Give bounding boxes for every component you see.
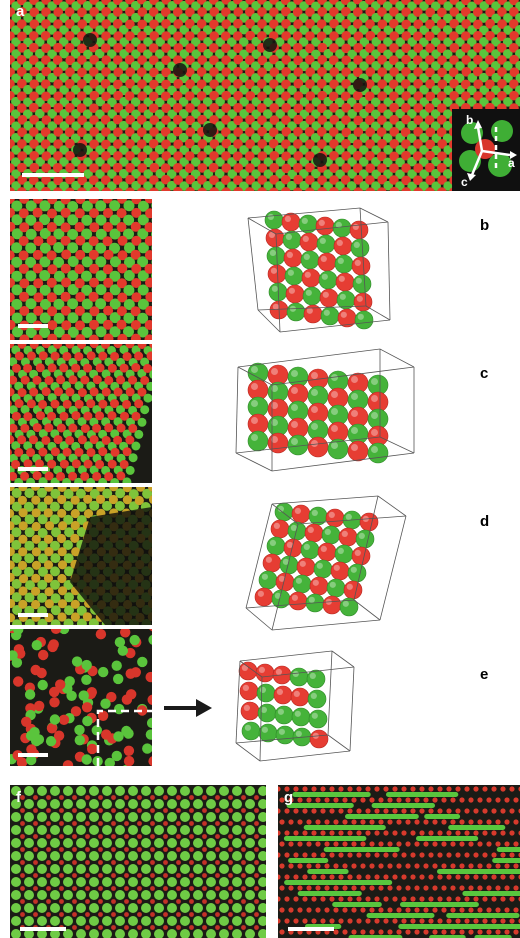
axis-label-b: b: [466, 113, 474, 127]
panel-label-c: c: [480, 365, 489, 382]
scale-bar-g: [288, 927, 334, 931]
panel-label-a: a: [16, 3, 25, 20]
panel-label-d: d: [480, 513, 490, 530]
panel-g: g: [278, 785, 520, 938]
unit-cell-icon: [459, 120, 517, 181]
panel-b-micrograph: [10, 199, 152, 340]
scale-bar-a: [22, 173, 84, 177]
panel-f: f: [10, 785, 266, 938]
model-b: [247, 207, 391, 333]
micrograph-d: [10, 487, 152, 625]
micrograph-c: [10, 344, 152, 483]
model-e: [235, 650, 355, 762]
panel-c-micrograph: [10, 344, 152, 483]
scale-bar-b: [18, 324, 48, 328]
axis-label-a: a: [508, 156, 515, 170]
scale-bar-f: [20, 927, 66, 931]
panel-d-micrograph: [10, 487, 152, 625]
micrograph-g: [278, 786, 520, 938]
panel-label-g: g: [284, 789, 294, 806]
micrograph-a: [10, 0, 520, 191]
micrograph-b: [10, 199, 152, 340]
arrow-right-icon: [164, 699, 212, 717]
micrograph-f: [11, 786, 266, 938]
scale-bar-c: [18, 467, 48, 471]
selection-box: [96, 709, 152, 766]
model-c: [235, 348, 415, 472]
model-d: [245, 495, 407, 631]
axis-label-c: c: [461, 175, 468, 189]
panel-label-f: f: [16, 789, 21, 806]
panel-e-micrograph: [10, 629, 152, 766]
axes-inset: b a c: [452, 109, 520, 191]
scale-bar-e: [18, 753, 48, 757]
micrograph-e: [10, 629, 152, 766]
panel-label-b: b: [480, 217, 490, 234]
panel-label-e: e: [480, 666, 489, 683]
scale-bar-d: [18, 613, 48, 617]
panel-a: a b a c: [10, 0, 520, 191]
